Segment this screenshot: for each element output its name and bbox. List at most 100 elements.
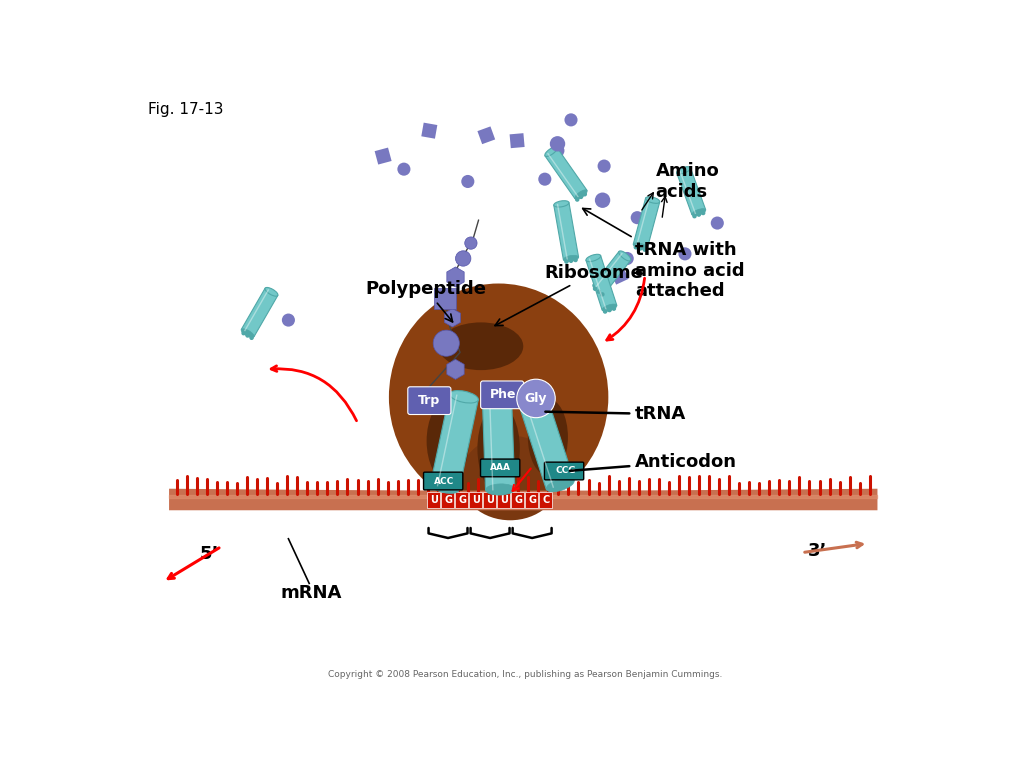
Ellipse shape (554, 200, 569, 207)
Ellipse shape (546, 478, 574, 492)
Ellipse shape (697, 213, 700, 216)
Circle shape (539, 173, 551, 186)
Ellipse shape (575, 198, 579, 201)
FancyBboxPatch shape (511, 492, 524, 508)
Ellipse shape (460, 435, 560, 520)
Circle shape (282, 313, 295, 326)
Polygon shape (510, 133, 524, 148)
FancyBboxPatch shape (424, 472, 463, 490)
Ellipse shape (692, 209, 706, 216)
Ellipse shape (574, 259, 578, 262)
Text: Gly: Gly (524, 392, 547, 405)
Ellipse shape (580, 195, 583, 198)
Ellipse shape (482, 388, 511, 399)
Circle shape (517, 379, 555, 418)
Polygon shape (477, 127, 496, 144)
Text: Phe: Phe (489, 389, 516, 402)
Text: mRNA: mRNA (281, 584, 342, 601)
Ellipse shape (450, 391, 478, 403)
Circle shape (564, 114, 578, 127)
Ellipse shape (389, 283, 608, 511)
Ellipse shape (485, 484, 515, 495)
Ellipse shape (528, 399, 568, 475)
Ellipse shape (586, 254, 601, 262)
Circle shape (456, 251, 471, 266)
Polygon shape (430, 394, 478, 490)
Polygon shape (375, 147, 391, 164)
Text: Amino
acids: Amino acids (655, 162, 720, 201)
Polygon shape (518, 394, 574, 489)
Circle shape (598, 160, 610, 173)
Ellipse shape (645, 197, 659, 204)
Circle shape (621, 252, 634, 265)
Ellipse shape (584, 193, 587, 196)
Text: Copyright © 2008 Pearson Education, Inc., publishing as Pearson Benjamin Cumming: Copyright © 2008 Pearson Education, Inc.… (328, 670, 722, 679)
Circle shape (679, 247, 691, 260)
Text: CCG: CCG (555, 466, 575, 475)
Text: AAA: AAA (489, 463, 511, 472)
FancyBboxPatch shape (545, 462, 584, 480)
Ellipse shape (545, 147, 557, 157)
Ellipse shape (603, 310, 606, 313)
Text: U: U (472, 495, 480, 505)
Text: tRNA: tRNA (546, 405, 686, 423)
FancyBboxPatch shape (525, 492, 539, 508)
FancyBboxPatch shape (408, 387, 451, 415)
Circle shape (397, 163, 411, 176)
Polygon shape (446, 267, 464, 287)
Circle shape (711, 217, 724, 230)
Ellipse shape (612, 307, 615, 310)
FancyBboxPatch shape (434, 288, 456, 310)
Text: 3’: 3’ (808, 542, 827, 560)
Polygon shape (446, 359, 464, 379)
Circle shape (461, 175, 474, 188)
Ellipse shape (427, 401, 469, 482)
Ellipse shape (241, 329, 254, 338)
FancyBboxPatch shape (441, 492, 455, 508)
Ellipse shape (438, 323, 523, 370)
Text: G: G (528, 495, 537, 505)
Polygon shape (586, 256, 616, 310)
Text: Anticodon: Anticodon (570, 453, 737, 471)
Circle shape (433, 330, 460, 356)
Text: U: U (500, 495, 508, 505)
Ellipse shape (594, 287, 597, 290)
Text: C: C (543, 495, 550, 505)
Circle shape (551, 144, 564, 157)
Text: 5’: 5’ (200, 545, 219, 563)
Ellipse shape (565, 260, 568, 263)
Ellipse shape (639, 247, 642, 250)
Polygon shape (677, 168, 706, 215)
Polygon shape (593, 251, 631, 294)
Circle shape (550, 136, 565, 151)
Text: G: G (514, 495, 522, 505)
Ellipse shape (242, 332, 245, 335)
Polygon shape (554, 203, 579, 260)
Circle shape (631, 211, 644, 224)
Ellipse shape (477, 405, 520, 493)
Text: U: U (486, 495, 494, 505)
Ellipse shape (250, 336, 253, 339)
Ellipse shape (633, 243, 647, 250)
Ellipse shape (574, 190, 587, 200)
FancyBboxPatch shape (469, 492, 482, 508)
Ellipse shape (618, 251, 631, 261)
Ellipse shape (563, 255, 579, 262)
Text: U: U (430, 495, 438, 505)
Polygon shape (169, 488, 878, 510)
Circle shape (465, 237, 477, 250)
Polygon shape (610, 266, 629, 285)
Ellipse shape (597, 290, 600, 293)
Text: Polypeptide: Polypeptide (366, 280, 486, 322)
Ellipse shape (518, 392, 546, 406)
Ellipse shape (569, 260, 572, 263)
Text: G: G (444, 495, 452, 505)
Ellipse shape (677, 167, 690, 174)
Text: ACC: ACC (434, 476, 454, 485)
Ellipse shape (643, 248, 646, 251)
Text: Fig. 17-13: Fig. 17-13 (147, 102, 223, 118)
Polygon shape (444, 309, 461, 327)
Ellipse shape (265, 287, 278, 296)
FancyBboxPatch shape (539, 492, 552, 508)
Polygon shape (421, 123, 437, 139)
